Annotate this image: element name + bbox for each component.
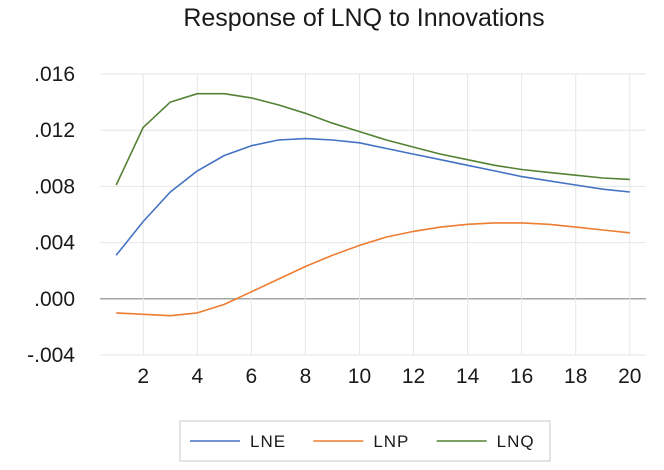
x-axis: 2 4 6 8 10 12 14 16 18 20 xyxy=(137,365,641,388)
x-tick-label: 10 xyxy=(348,365,371,388)
y-tick-label: .004 xyxy=(34,232,75,255)
legend-label-lne: LNE xyxy=(250,432,286,451)
series-lines xyxy=(115,92,630,317)
legend-label-lnp: LNP xyxy=(373,432,409,451)
legend-label-lnq: LNQ xyxy=(497,432,535,451)
x-tick-label: 4 xyxy=(191,365,203,388)
y-tick-label: .016 xyxy=(34,63,75,86)
y-tick-label: .012 xyxy=(34,119,75,142)
x-tick-label: 8 xyxy=(300,365,312,388)
x-tick-label: 20 xyxy=(618,365,641,388)
y-axis: -.004 .000 .004 .008 .012 .016 xyxy=(27,63,75,367)
y-tick-label: .000 xyxy=(34,288,75,311)
legend-box xyxy=(179,420,551,462)
chart-title: Response of LNQ to Innovations xyxy=(183,4,544,32)
series-line-lne xyxy=(115,137,630,256)
y-tick-label: .008 xyxy=(34,175,75,198)
x-tick-label: 14 xyxy=(456,365,480,388)
legend: LNE LNP LNQ xyxy=(179,420,551,462)
grid-lines xyxy=(100,73,646,356)
series-line-lnp xyxy=(116,222,630,317)
x-tick-label: 6 xyxy=(246,365,258,388)
x-tick-label: 12 xyxy=(402,365,425,388)
x-tick-label: 18 xyxy=(564,365,587,388)
y-tick-label: -.004 xyxy=(27,344,75,367)
x-tick-label: 2 xyxy=(137,365,149,388)
x-tick-label: 16 xyxy=(510,365,533,388)
series-line-lnq xyxy=(115,92,630,186)
